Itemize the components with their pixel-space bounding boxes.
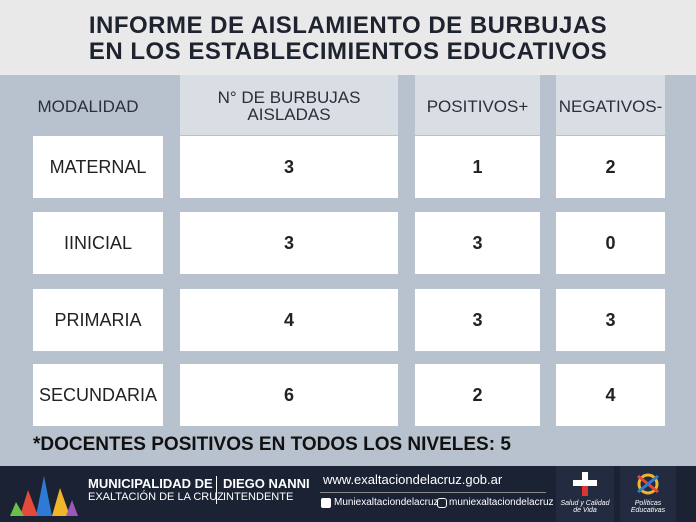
- value-cell: 2: [556, 136, 665, 198]
- title-line: INFORME DE AISLAMIENTO DE BURBUJAS: [88, 12, 608, 39]
- value-cell: 6: [180, 364, 398, 426]
- value-cell: 3: [415, 212, 540, 274]
- divider: [320, 492, 546, 493]
- cross-icon: [573, 472, 597, 496]
- municipal-logo: [10, 476, 78, 516]
- website: www.exaltaciondelacruz.gob.ar: [323, 472, 503, 487]
- column-header: N° DE BURBUJAS AISLADAS: [217, 88, 361, 124]
- logo-text: Salud y Calidad de Vida: [560, 500, 610, 514]
- header-panel: [415, 75, 540, 135]
- category-cell: IINICIAL: [33, 212, 163, 274]
- logo-box: Salud y Calidad de Vida: [556, 466, 614, 522]
- value-cell: 3: [415, 289, 540, 351]
- logo-box: Políticas Educativas: [620, 466, 676, 522]
- title-line: EN LOS ESTABLECIMIENTOS EDUCATIVOS: [88, 38, 608, 65]
- divider: [216, 476, 217, 504]
- value-cell: 1: [415, 136, 540, 198]
- value-cell: 4: [556, 364, 665, 426]
- note: *DOCENTES POSITIVOS EN TODOS LOS NIVELES…: [33, 434, 511, 455]
- logo-text: Políticas Educativas: [630, 500, 666, 514]
- category-cell: PRIMARIA: [33, 289, 163, 351]
- value-cell: 3: [180, 136, 398, 198]
- mayor: DIEGO NANNI: [223, 476, 310, 491]
- facebook-icon: [321, 498, 331, 508]
- category-cell: MATERNAL: [33, 136, 163, 198]
- column-header: NEGATIVOS-: [558, 96, 663, 116]
- column-header: POSITIVOS+: [426, 96, 529, 116]
- education-icon: [637, 473, 659, 495]
- value-cell: 3: [180, 212, 398, 274]
- header-panel: [180, 75, 398, 135]
- value-cell: 3: [556, 289, 665, 351]
- mayor-role: INTENDENTE: [223, 491, 294, 503]
- column-header: MODALIDAD: [37, 96, 139, 116]
- facebook: Muniexaltaciondelacruz: [334, 497, 439, 508]
- category-cell: SECUNDARIA: [33, 364, 163, 426]
- value-cell: 2: [415, 364, 540, 426]
- value-cell: 4: [180, 289, 398, 351]
- instagram: muniexaltaciondelacruz: [449, 497, 554, 508]
- footer: MUNICIPALIDAD DE EXALTACIÓN DE LA CRUZ D…: [0, 466, 696, 522]
- header-panel: [556, 75, 665, 135]
- value-cell: 0: [556, 212, 665, 274]
- municipality: MUNICIPALIDAD DE: [88, 476, 213, 491]
- instagram-icon: [437, 498, 447, 508]
- municipality-name: EXALTACIÓN DE LA CRUZ: [88, 491, 224, 503]
- title-band: INFORME DE AISLAMIENTO DE BURBUJAS EN LO…: [0, 0, 696, 75]
